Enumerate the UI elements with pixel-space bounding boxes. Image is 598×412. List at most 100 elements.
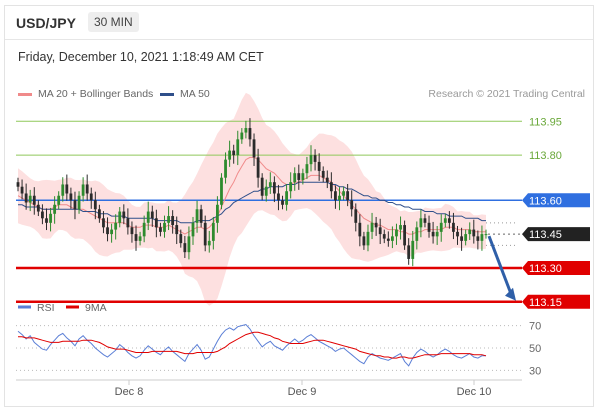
candle-body (142, 222, 146, 237)
chart-header: USD/JPY 30 MIN (5, 6, 593, 40)
candle-body (24, 193, 28, 203)
candle (342, 186, 345, 201)
candle-body (232, 150, 236, 156)
candle-body (415, 227, 419, 241)
candle-body (118, 211, 122, 223)
candle-body (216, 204, 219, 223)
candle (480, 225, 484, 251)
candle-body (305, 164, 309, 174)
candle (350, 190, 354, 217)
candle-body (260, 177, 264, 196)
candle-body (435, 231, 439, 237)
candle-body (313, 155, 317, 162)
level-113-80: 113.80 (16, 150, 562, 162)
candle (329, 172, 333, 199)
candle (187, 226, 191, 260)
candle-body (447, 218, 451, 223)
candle (472, 219, 476, 244)
candle (114, 214, 118, 240)
candle (106, 217, 109, 242)
candle (195, 200, 199, 233)
level-tag (522, 227, 590, 242)
candle-body (122, 211, 126, 219)
candle (203, 215, 207, 252)
candle (175, 216, 179, 245)
level-113-45: 113.45 (488, 227, 590, 242)
candle-body (338, 195, 341, 201)
candle (260, 173, 264, 201)
candle (456, 225, 459, 245)
legend-ma20-label: MA 20 + Bollinger Bands (38, 88, 154, 100)
candle (277, 184, 280, 211)
candle (305, 156, 309, 180)
candle-body (395, 229, 398, 237)
candle-body (20, 186, 24, 194)
candle-body (187, 236, 191, 253)
chart-datetime: Friday, December 10, 2021 1:18:49 AM CET (18, 50, 264, 64)
candle (65, 174, 69, 201)
candle (313, 149, 317, 171)
candle-body (154, 218, 158, 228)
candle (293, 167, 297, 191)
x-tick-label-1: Dec 9 (288, 386, 317, 398)
interval-badge[interactable]: 30 MIN (88, 12, 139, 32)
candle (354, 203, 358, 232)
level-113-30: 113.30 (16, 260, 590, 275)
candle (301, 168, 305, 185)
level-113-95: 113.95 (16, 116, 562, 128)
symbol-title: USD/JPY (16, 15, 76, 31)
candle (130, 221, 134, 243)
candle-body (36, 204, 40, 212)
candle (20, 179, 24, 200)
candle-body (41, 211, 44, 219)
candle-body (159, 227, 162, 232)
candle-body (325, 177, 329, 183)
candle (248, 118, 252, 147)
candle-body (452, 222, 455, 232)
candle (317, 153, 321, 181)
legend-ma50-label: MA 50 (180, 88, 210, 100)
candle (93, 191, 97, 220)
candle (460, 227, 463, 251)
rsi-line-9ma (18, 331, 487, 359)
candle (232, 144, 236, 164)
candle-body (167, 216, 170, 223)
candle (411, 230, 415, 267)
ma50-line (18, 181, 486, 224)
candle-body (346, 191, 350, 201)
candle-body (57, 195, 61, 205)
candle-body (69, 193, 73, 201)
candle (321, 166, 325, 183)
candle-body (89, 193, 93, 201)
candle (391, 226, 394, 249)
candle-body (220, 177, 223, 205)
candle-body (419, 218, 423, 228)
candle (167, 206, 170, 231)
rsi-tick-50: 50 (529, 343, 541, 355)
candle (61, 177, 65, 202)
candle (244, 120, 248, 139)
candle (443, 213, 447, 228)
candle-body (236, 139, 240, 156)
rsi-tick-70: 70 (529, 321, 541, 333)
candle-body (411, 240, 415, 259)
candle (73, 191, 77, 220)
candle (207, 230, 211, 253)
candle-body (179, 234, 183, 244)
bollinger-band (18, 92, 486, 306)
candle (378, 218, 382, 245)
candle (240, 128, 244, 144)
candle (370, 212, 374, 240)
candle-body (224, 159, 227, 178)
candle-body (183, 243, 187, 253)
candle (374, 216, 378, 236)
candle (334, 185, 337, 209)
candle-body (138, 236, 142, 241)
candle (439, 214, 443, 242)
candle-body (464, 234, 468, 241)
candle-body (350, 200, 354, 210)
candle-body (203, 222, 207, 246)
candle-body (370, 222, 374, 232)
candle (36, 200, 40, 217)
candle (53, 196, 57, 224)
